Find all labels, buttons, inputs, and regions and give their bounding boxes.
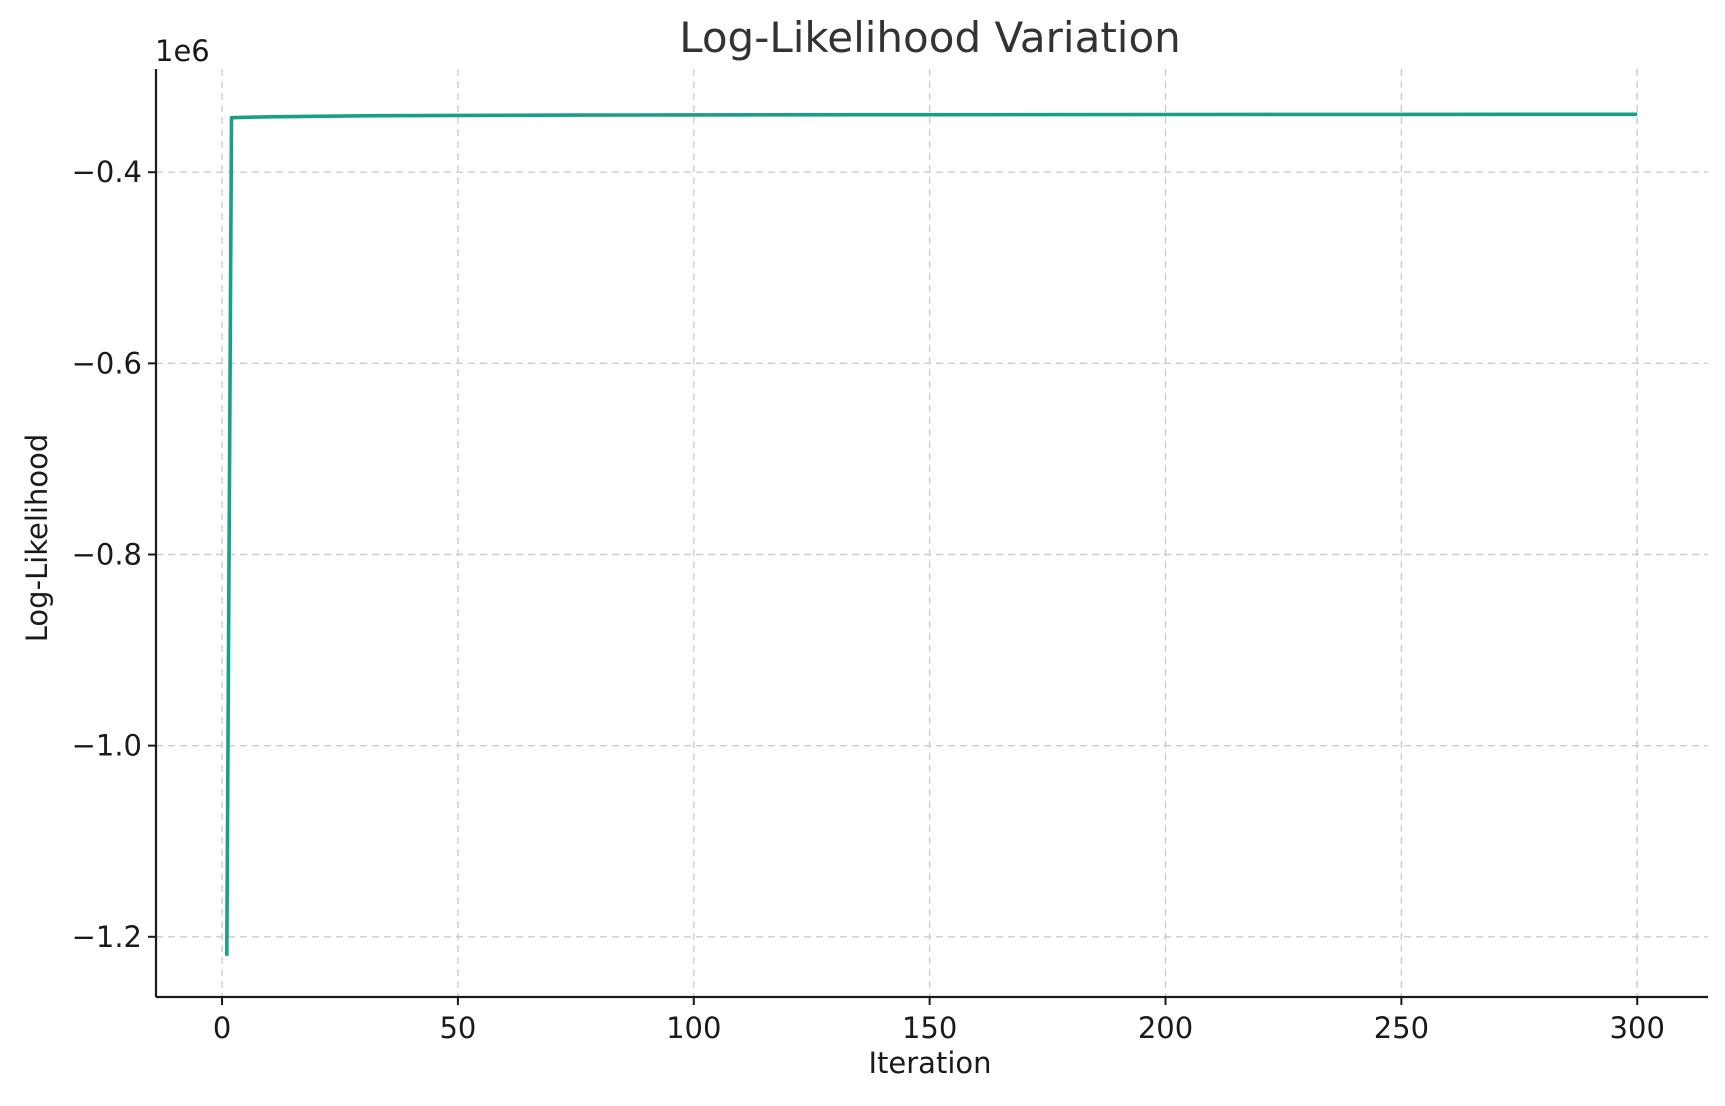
series-line xyxy=(225,112,1638,956)
chart-title: Log-Likelihood Variation xyxy=(679,13,1181,62)
series-layer xyxy=(225,112,1638,956)
x-axis-ticks: 0 50 100 150 200 250 300 xyxy=(213,997,1665,1045)
y-tick-label: −1.0 xyxy=(72,729,142,763)
x-tick-label: 300 xyxy=(1610,1011,1665,1045)
y-tick-label: −0.8 xyxy=(72,538,142,572)
x-tick-label: 200 xyxy=(1138,1011,1193,1045)
x-tick-label: 250 xyxy=(1374,1011,1429,1045)
axes-spines xyxy=(154,69,1708,999)
grid xyxy=(156,69,1708,997)
x-tick-label: 150 xyxy=(902,1011,957,1045)
y-axis-label: Log-Likelihood xyxy=(20,434,54,642)
x-tick-label: 50 xyxy=(439,1011,476,1045)
x-axis-label: Iteration xyxy=(868,1046,991,1080)
y-tick-label: −0.6 xyxy=(72,346,142,380)
y-axis-offset-label: 1e6 xyxy=(155,34,210,68)
y-axis-ticks: −1.2 −1.0 −0.8 −0.6 −0.4 xyxy=(72,155,156,954)
y-tick-label: −1.2 xyxy=(72,920,142,954)
y-tick-label: −0.4 xyxy=(72,155,142,189)
x-tick-label: 0 xyxy=(213,1011,231,1045)
x-tick-label: 100 xyxy=(666,1011,721,1045)
